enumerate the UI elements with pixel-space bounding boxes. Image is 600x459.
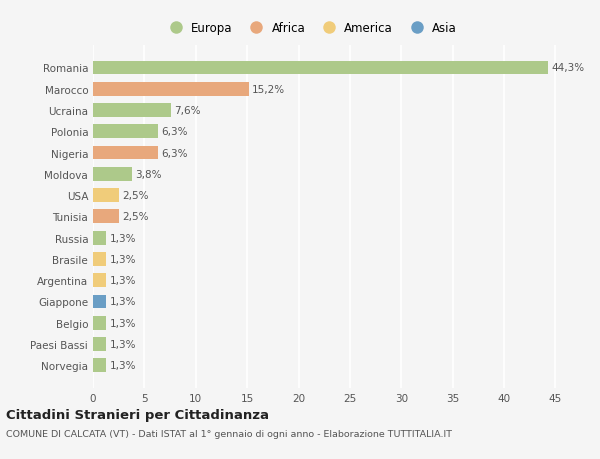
Text: 1,3%: 1,3% <box>109 254 136 264</box>
Bar <box>93 295 106 308</box>
Bar <box>93 168 132 181</box>
Text: 2,5%: 2,5% <box>122 190 148 201</box>
Text: 6,3%: 6,3% <box>161 127 187 137</box>
Text: 1,3%: 1,3% <box>109 318 136 328</box>
Bar <box>93 189 119 202</box>
Text: 7,6%: 7,6% <box>174 106 200 116</box>
Bar <box>93 358 106 372</box>
Bar <box>93 274 106 287</box>
Text: 1,3%: 1,3% <box>109 360 136 370</box>
Text: COMUNE DI CALCATA (VT) - Dati ISTAT al 1° gennaio di ogni anno - Elaborazione TU: COMUNE DI CALCATA (VT) - Dati ISTAT al 1… <box>6 429 452 438</box>
Bar <box>93 231 106 245</box>
Text: 1,3%: 1,3% <box>109 233 136 243</box>
Legend: Europa, Africa, America, Asia: Europa, Africa, America, Asia <box>159 17 461 40</box>
Bar <box>93 83 249 96</box>
Bar <box>93 62 548 75</box>
Bar <box>93 316 106 330</box>
Text: 3,8%: 3,8% <box>135 169 161 179</box>
Text: 2,5%: 2,5% <box>122 212 148 222</box>
Text: 44,3%: 44,3% <box>551 63 584 73</box>
Text: Cittadini Stranieri per Cittadinanza: Cittadini Stranieri per Cittadinanza <box>6 408 269 421</box>
Bar <box>93 104 171 118</box>
Bar <box>93 125 158 139</box>
Text: 1,3%: 1,3% <box>109 339 136 349</box>
Bar <box>93 337 106 351</box>
Text: 6,3%: 6,3% <box>161 148 187 158</box>
Text: 1,3%: 1,3% <box>109 275 136 285</box>
Text: 1,3%: 1,3% <box>109 297 136 307</box>
Text: 15,2%: 15,2% <box>252 84 286 95</box>
Bar <box>93 146 158 160</box>
Bar <box>93 210 119 224</box>
Bar <box>93 252 106 266</box>
